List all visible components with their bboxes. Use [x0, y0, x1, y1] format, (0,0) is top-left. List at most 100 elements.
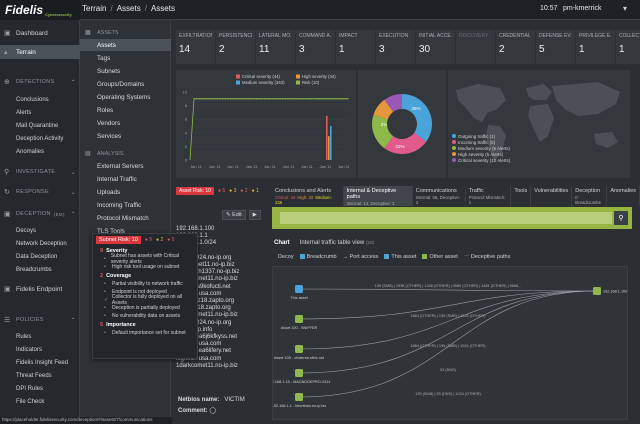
fidelis-logo[interactable]: Fidelis Cybersecurity: [0, 0, 80, 20]
asset-tab[interactable]: Deception 0 Breadcrumbs: [572, 186, 608, 206]
risk-point: [323, 98, 326, 100]
asset-tab[interactable]: Vulnerabilities: [531, 186, 573, 206]
address-entry[interactable]: 1darkcomet11.no-ip.biz: [176, 276, 238, 283]
tab-label: Vulnerabilities: [534, 188, 569, 194]
subnav-operating-systems[interactable]: Operating Systems: [97, 93, 151, 101]
subnav-tls-tools[interactable]: TLS Tools: [97, 227, 125, 235]
legend-this-asset[interactable]: This asset: [384, 254, 416, 260]
legend-other-asset[interactable]: Other asset: [422, 254, 458, 260]
address-entry[interactable]: logitech-usa.com: [176, 355, 222, 362]
legend-port-access[interactable]: → Port access: [342, 254, 379, 260]
risk-point: [206, 98, 208, 100]
asset-risk-badge[interactable]: Asset Risk: 10 ● 5 ● 3 ● 2 ● 1: [176, 186, 259, 196]
address-entry[interactable]: logitech-usa.com: [176, 290, 222, 297]
nav-breadcrumbs[interactable]: Breadcrumbs: [16, 266, 52, 273]
tab-table-view[interactable]: Internal traffic table view (20): [299, 240, 374, 246]
address-entry[interactable]: 1darkcomet11.no-ip.biz: [176, 362, 238, 369]
nav-anomalies[interactable]: Anomalies: [16, 148, 45, 155]
subnav-internal-traffic[interactable]: Internal Traffic: [97, 175, 137, 183]
breadcrumb-assets[interactable]: Assets: [116, 4, 141, 13]
nav-section-investigate[interactable]: ⚲ INVESTIGATE ⌄: [4, 169, 76, 176]
nav-deception-activity[interactable]: Deception Activity: [16, 135, 64, 142]
legend-decoy[interactable]: Decoy: [278, 254, 294, 260]
asset-tab[interactable]: Internal & Deceptive paths Internal: 14, …: [343, 186, 413, 206]
subnav-services[interactable]: Services: [97, 132, 122, 140]
stat-card[interactable]: DISCOVERY: [456, 30, 495, 64]
nav-rules[interactable]: Rules: [16, 333, 32, 340]
address-entry[interactable]: 1farlopez18.zapto.org: [176, 298, 235, 305]
nav-decoys[interactable]: Decoys: [16, 227, 37, 234]
asset-tab[interactable]: Tools: [511, 186, 532, 206]
stat-card[interactable]: INITIAL ACCE... 30: [416, 30, 455, 64]
asset-tab[interactable]: Conclusions and Alerts Critical: 44 High: …: [272, 186, 344, 206]
address-entry[interactable]: spnogocea6lifery.net: [176, 348, 231, 355]
legend-dot: [452, 158, 456, 162]
address-entry[interactable]: dtzgocsa9kofucti.net: [176, 283, 231, 290]
address-entry[interactable]: farlopez18.zapto.org: [176, 305, 231, 312]
subnav-incoming-traffic[interactable]: Incoming Traffic: [97, 201, 142, 209]
nav-dashboard[interactable]: ▣ Dashboard: [4, 29, 48, 38]
tab-label: Deception: [575, 188, 601, 194]
subnav-roles[interactable]: Roles: [97, 106, 114, 114]
subnav-subnets[interactable]: Subnets: [97, 67, 121, 75]
stat-card[interactable]: DEFENSE EV... 5: [536, 30, 575, 64]
nav-terrain[interactable]: ▴ Terrain: [0, 45, 80, 59]
address-entry[interactable]: 192.168.1.100: [176, 226, 215, 232]
stat-card[interactable]: EXECUTION 3: [376, 30, 415, 64]
address-entry[interactable]: johnsmith1337.no-ip.biz: [176, 269, 240, 276]
path-search-input[interactable]: [280, 212, 612, 224]
subnav-external-servers[interactable]: External Servers: [97, 162, 144, 170]
search-icon[interactable]: ⚲: [614, 211, 628, 225]
breadcrumb-terrain[interactable]: Terrain: [82, 4, 107, 13]
bell-icon[interactable]: ▾: [623, 4, 628, 13]
stat-card[interactable]: PRIVILEGE E... 1: [576, 30, 615, 64]
stat-card[interactable]: CREDENTIAL ... 2: [496, 30, 535, 64]
share-button[interactable]: ▶: [248, 210, 261, 220]
asset-tab[interactable]: Traffic Protocol Mismatch: 1: [466, 186, 512, 206]
subnav-tags[interactable]: Tags: [97, 54, 111, 62]
address-entry[interactable]: ueeggcea6j6kfkyss.net: [176, 334, 238, 341]
legend-breadcrumb[interactable]: Breadcrumb: [299, 254, 337, 260]
nav-insight-feed[interactable]: Fidelis Insight Feed: [16, 359, 69, 366]
legend-deceptive-paths[interactable]: ⋯ Deceptive paths: [463, 254, 511, 260]
comment-icon[interactable]: ◯: [209, 408, 217, 414]
stat-card[interactable]: COMMAND A... 3: [296, 30, 335, 64]
edit-button[interactable]: ✎ Edit: [222, 210, 246, 220]
tab-label: Anomalies: [610, 188, 636, 194]
nav-section-deception[interactable]: ▣ DECEPTION (EM) ⌃: [4, 211, 76, 218]
nav-dpi-rules[interactable]: DPI Rules: [16, 385, 44, 392]
asset-tab[interactable]: Anomalies: [607, 186, 640, 206]
stat-card[interactable]: LATERAL MO... 11: [256, 30, 295, 64]
nav-alerts[interactable]: Alerts: [16, 109, 32, 116]
address-entry[interactable]: 184024924.no-ip.org: [176, 319, 232, 326]
stat-card[interactable]: EXFILTRATION 14: [176, 30, 215, 64]
user-menu[interactable]: pm-kmerrick: [563, 5, 602, 12]
address-entry[interactable]: 2darkcomet11.no-ip.biz: [176, 312, 238, 319]
nav-conclusions[interactable]: Conclusions: [16, 96, 49, 103]
stat-card[interactable]: PERSISTENCE 2: [216, 30, 255, 64]
subnav-protocol-mismatch[interactable]: Protocol Mismatch: [97, 214, 149, 222]
nav-section-detections[interactable]: ⊕ DETECTIONS ⌃: [4, 79, 76, 86]
address-entry[interactable]: logitech-usa.com: [176, 341, 222, 348]
nav-indicators[interactable]: Indicators: [16, 346, 43, 353]
nav-threat-feeds[interactable]: Threat Feeds: [16, 372, 52, 379]
subnav-assets[interactable]: Assets: [80, 39, 171, 51]
stat-card[interactable]: COLLECTION 1: [616, 30, 640, 64]
subnav-uploads[interactable]: Uploads: [97, 188, 121, 196]
stat-card[interactable]: IMPACT 1: [336, 30, 375, 64]
tab-chart[interactable]: Chart: [274, 240, 290, 246]
nav-fidelis-endpoint[interactable]: ▣ Fidelis Endpoint: [4, 285, 63, 294]
address-entry[interactable]: darkcomet11.no-ip.biz: [176, 262, 235, 269]
nav-data-deception[interactable]: Data Deception: [16, 253, 58, 260]
nav-mail-quarantine[interactable]: Mail Quarantine: [16, 122, 59, 129]
subnav-groups-domains[interactable]: Groups/Domains: [97, 80, 145, 88]
nav-network-deception[interactable]: Network Deception: [16, 240, 67, 247]
nav-section-policies[interactable]: ☰ POLICIES ⌃: [4, 317, 76, 324]
nav-section-response[interactable]: ↻ RESPONSE ⌄: [4, 189, 76, 196]
asset-tab[interactable]: Communications Internal: 66, Deceptive: 3: [413, 186, 466, 206]
subnav-vendors[interactable]: Vendors: [97, 119, 121, 127]
nav-file-check[interactable]: File Check: [16, 398, 45, 405]
stat-label: COMMAND A...: [299, 33, 332, 39]
response-icon: ↻: [4, 189, 11, 196]
address-entry[interactable]: 184024924.no-ip.org: [176, 254, 232, 261]
